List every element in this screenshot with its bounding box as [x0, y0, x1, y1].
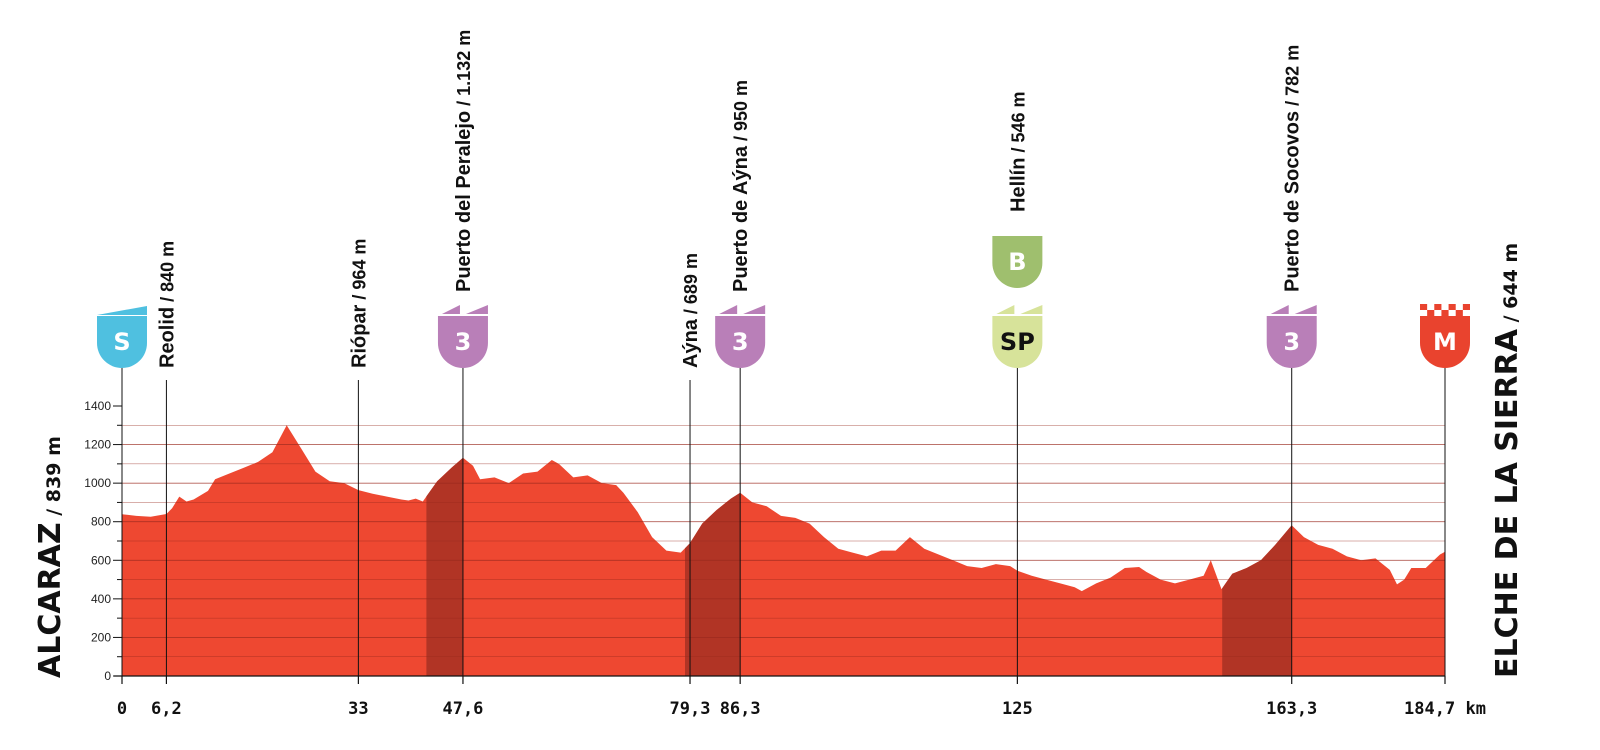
start-town-name: ALCARAZ — [33, 522, 68, 678]
marker-7-badge-peaks — [996, 305, 1043, 314]
marker-8-place-label: Puerto de Socovos / 782 m — [1282, 45, 1304, 292]
marker-5-place-altitude: / 689 m — [681, 253, 701, 319]
marker-6-badge-letter: 3 — [732, 328, 749, 356]
marker-4-km-label: 47,6 — [442, 699, 483, 719]
marker-6-place-altitude: / 950 m — [731, 80, 751, 146]
y-tick-label: 1200 — [84, 438, 111, 452]
marker-9-badge-check — [1420, 304, 1428, 310]
marker-9-badge-shape — [1420, 316, 1470, 368]
finish-town-label: ELCHE DE LA SIERRA / 644 m — [1490, 243, 1525, 678]
marker-4-badge: 3 — [437, 305, 488, 368]
y-tick-label: 1400 — [84, 399, 111, 413]
marker-9-badge-check — [1434, 304, 1442, 310]
marker-1-km-label: 0 — [117, 699, 127, 719]
marker-2-place-label: Reolid / 840 m — [156, 241, 178, 368]
marker-9-badge-check — [1448, 304, 1456, 310]
y-tick-label: 0 — [104, 669, 111, 683]
marker-2-km-label: 6,2 — [151, 699, 182, 719]
marker-1-badge-flag — [97, 306, 147, 315]
marker-6-badge-shape — [715, 316, 766, 368]
climb-shading-1 — [426, 457, 463, 676]
start-town-label: ALCARAZ / 839 m — [33, 436, 68, 678]
marker-6-place-label: Puerto de Aýna / 950 m — [730, 80, 752, 292]
finish-town-altitude: / 644 m — [1500, 243, 1522, 329]
climb-shading-2 — [685, 492, 741, 676]
marker-4-badge-shape — [437, 316, 488, 368]
marker-9-badge-check — [1455, 310, 1463, 316]
marker-3-place-altitude: / 964 m — [349, 239, 369, 305]
marker-9-badge-check — [1427, 310, 1435, 316]
marker-7-place-name: Hellín — [1007, 158, 1029, 212]
marker-3-km-label: 33 — [348, 699, 368, 719]
y-tick-label: 200 — [91, 630, 111, 644]
marker-2-place-altitude: / 840 m — [157, 241, 177, 307]
marker-7-place-label: Hellín / 546 m — [1007, 92, 1029, 213]
marker-1-badge-shape — [97, 316, 147, 368]
marker-7-bonus-badge-letter: B — [1008, 248, 1026, 276]
marker-2-place-name: Reolid — [156, 307, 178, 368]
marker-4-place-label: Puerto del Peralejo / 1.132 m — [453, 30, 475, 292]
marker-5-place-label: Aýna / 689 m — [680, 253, 702, 368]
axes: 0 200 400 600 800 1000 1200 1400 — [84, 399, 1445, 683]
grid-lines — [122, 425, 1445, 657]
y-tick-label: 400 — [91, 592, 111, 606]
marker-5-km-label: 79,3 — [670, 699, 711, 719]
marker-8-badge-letter: 3 — [1283, 328, 1300, 356]
marker-7-badge: SP — [992, 305, 1043, 368]
start-town-altitude: / 839 m — [43, 436, 65, 522]
start-finish-labels: ALCARAZ / 839 m ELCHE DE LA SIERRA / 644… — [33, 243, 1525, 678]
marker-6-badge-peaks — [719, 305, 766, 314]
marker-8-km-label: 163,3 — [1266, 699, 1317, 719]
marker-7-km-label: 125 — [1002, 699, 1033, 719]
marker-1-badge-letter: S — [113, 328, 130, 356]
marker-3-place-label: Riópar / 964 m — [348, 239, 370, 368]
marker-8-badge: 3 — [1266, 305, 1317, 368]
marker-9-badge-check — [1462, 304, 1470, 310]
marker-8-place-name: Puerto de Socovos — [1282, 111, 1304, 292]
marker-4-badge-letter: 3 — [455, 328, 472, 356]
marker-6-badge: 3 — [715, 305, 766, 368]
marker-4-place-name: Puerto del Peralejo — [453, 111, 475, 292]
marker-7-bonus-badge: B — [992, 236, 1043, 288]
climb-shading-3 — [1222, 525, 1292, 676]
profile-area — [122, 425, 1445, 676]
marker-9-badge-check — [1441, 310, 1449, 316]
marker-1-badge: S — [97, 306, 147, 368]
marker-3-place-name: Riópar — [348, 304, 370, 368]
marker-5-place-name: Aýna — [680, 318, 702, 368]
marker-6-km-label: 86,3 — [720, 699, 761, 719]
y-tick-label: 800 — [91, 515, 111, 529]
marker-8-place-altitude: / 782 m — [1283, 45, 1303, 111]
marker-8-badge-shape — [1266, 316, 1317, 368]
y-tick-label: 1000 — [84, 476, 111, 490]
marker-7-bonus-badge-shape — [992, 236, 1043, 288]
marker-7-badge-shape — [992, 316, 1043, 368]
marker-9-km-label: 184,7 km — [1404, 699, 1486, 719]
marker-7-place-altitude: / 546 m — [1008, 92, 1028, 158]
finish-town-name: ELCHE DE LA SIERRA — [1490, 328, 1525, 678]
marker-7-badge-letter: SP — [1000, 328, 1035, 356]
marker-4-badge-peaks — [441, 305, 488, 314]
marker-9-badge: M — [1420, 304, 1470, 368]
marker-9-badge-letter: M — [1433, 328, 1457, 356]
marker-6-place-name: Puerto de Aýna — [730, 145, 752, 292]
marker-4-place-altitude: / 1.132 m — [454, 30, 474, 111]
y-tick-label: 600 — [91, 553, 111, 567]
marker-8-badge-peaks — [1270, 305, 1317, 314]
